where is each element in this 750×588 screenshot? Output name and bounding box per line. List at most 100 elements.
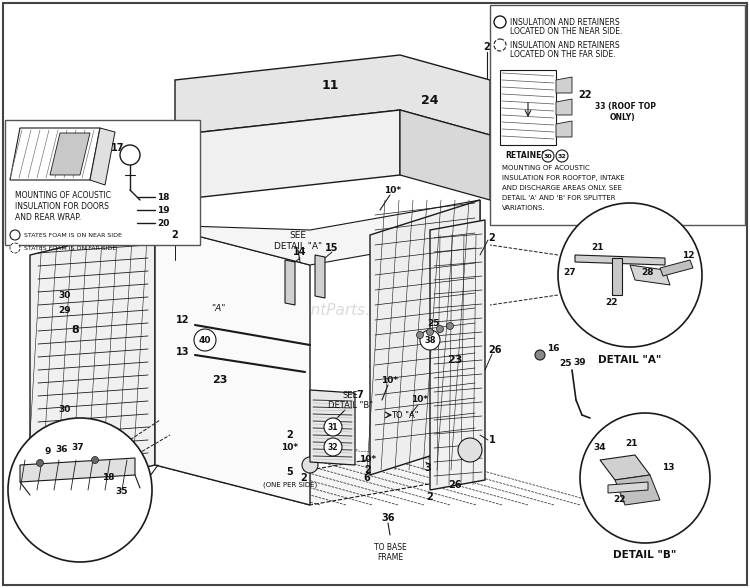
Text: 18: 18: [102, 473, 114, 483]
Polygon shape: [10, 128, 100, 180]
Text: 13: 13: [662, 463, 674, 473]
Text: 34: 34: [594, 443, 606, 452]
Circle shape: [120, 145, 140, 165]
Polygon shape: [660, 260, 693, 276]
Circle shape: [556, 150, 568, 162]
Text: ONLY): ONLY): [610, 112, 635, 122]
Text: 19: 19: [157, 205, 170, 215]
Circle shape: [420, 330, 440, 350]
Text: 36: 36: [56, 446, 68, 455]
Text: 5: 5: [286, 467, 293, 477]
Text: 29: 29: [58, 306, 71, 315]
Circle shape: [324, 418, 342, 436]
Text: 30: 30: [58, 290, 71, 299]
Circle shape: [580, 413, 710, 543]
Circle shape: [542, 150, 554, 162]
Polygon shape: [30, 225, 155, 495]
Text: 37: 37: [72, 443, 84, 453]
Text: DETAIL "A": DETAIL "A": [274, 242, 322, 250]
Text: 24: 24: [422, 93, 439, 106]
Circle shape: [458, 438, 482, 462]
Circle shape: [10, 243, 20, 253]
Text: 28: 28: [642, 268, 654, 276]
Text: TO "A": TO "A": [392, 410, 418, 419]
Text: 2: 2: [301, 473, 307, 483]
Text: LOCATED ON THE FAR SIDE.: LOCATED ON THE FAR SIDE.: [510, 49, 616, 58]
Text: 30: 30: [58, 406, 71, 415]
Text: 18: 18: [157, 192, 170, 202]
Text: 3: 3: [424, 463, 431, 473]
Text: 10*: 10*: [412, 396, 428, 405]
Text: 10*: 10*: [281, 443, 298, 452]
Text: 8: 8: [71, 325, 79, 335]
Text: 16: 16: [547, 343, 560, 352]
Circle shape: [558, 203, 702, 347]
Circle shape: [446, 322, 454, 329]
Circle shape: [494, 16, 506, 28]
Polygon shape: [90, 128, 115, 185]
Text: 10*: 10*: [359, 456, 376, 465]
Text: 10*: 10*: [382, 376, 398, 385]
Text: DETAIL "B": DETAIL "B": [328, 402, 373, 410]
Text: 30: 30: [544, 153, 552, 159]
Text: VARIATIONS.: VARIATIONS.: [502, 205, 545, 211]
Polygon shape: [315, 255, 325, 298]
Circle shape: [436, 326, 443, 332]
Circle shape: [8, 418, 152, 562]
Polygon shape: [556, 99, 572, 115]
Polygon shape: [630, 265, 670, 285]
Text: TO BASE: TO BASE: [374, 543, 406, 553]
Circle shape: [324, 438, 342, 456]
Text: 40: 40: [199, 336, 211, 345]
Text: 22: 22: [614, 496, 626, 505]
Text: 23: 23: [212, 375, 228, 385]
Polygon shape: [285, 260, 295, 305]
Polygon shape: [615, 475, 660, 505]
Polygon shape: [500, 70, 556, 145]
Text: 2: 2: [484, 42, 490, 52]
Text: 29: 29: [58, 420, 71, 429]
Polygon shape: [155, 430, 480, 505]
Text: 21: 21: [592, 242, 604, 252]
Circle shape: [10, 230, 20, 240]
Text: 35: 35: [116, 487, 128, 496]
Polygon shape: [612, 258, 622, 295]
Text: 15: 15: [326, 243, 339, 253]
Text: STATES FOAM IS ON NEAR SIDE: STATES FOAM IS ON NEAR SIDE: [24, 232, 122, 238]
Text: STATES FOAM IS ON FAR SIDE: STATES FOAM IS ON FAR SIDE: [24, 246, 116, 250]
Text: 13: 13: [176, 347, 190, 357]
Circle shape: [302, 457, 318, 473]
Text: 33 (ROOF TOP: 33 (ROOF TOP: [595, 102, 656, 111]
Text: MOUNTING OF ACOUSTIC: MOUNTING OF ACOUSTIC: [15, 191, 111, 199]
Text: 2: 2: [364, 465, 371, 475]
Text: 22: 22: [606, 298, 618, 306]
Polygon shape: [310, 390, 355, 465]
Circle shape: [325, 415, 335, 425]
Text: 32: 32: [557, 153, 566, 159]
Text: 20: 20: [157, 219, 170, 228]
Text: 39: 39: [574, 358, 586, 366]
Polygon shape: [600, 455, 650, 480]
Text: 2: 2: [172, 230, 178, 240]
Text: INSULATION AND RETAINERS: INSULATION AND RETAINERS: [510, 41, 620, 49]
Text: 11: 11: [321, 79, 339, 92]
Text: FRAME: FRAME: [377, 553, 403, 563]
Polygon shape: [608, 482, 648, 493]
Polygon shape: [370, 200, 480, 475]
Text: MOUNTING OF ACOUSTIC: MOUNTING OF ACOUSTIC: [502, 165, 590, 171]
Polygon shape: [556, 121, 572, 137]
Text: 2: 2: [286, 430, 293, 440]
Text: INSULATION AND RETAINERS: INSULATION AND RETAINERS: [510, 18, 620, 26]
Text: 26: 26: [448, 480, 462, 490]
Circle shape: [92, 456, 98, 463]
Polygon shape: [490, 5, 745, 225]
Polygon shape: [155, 225, 310, 505]
Polygon shape: [175, 55, 490, 135]
Text: 22: 22: [578, 90, 592, 100]
Text: 17: 17: [111, 143, 125, 153]
Text: 14: 14: [293, 247, 307, 257]
Polygon shape: [20, 458, 135, 482]
Polygon shape: [5, 120, 200, 245]
Text: 7: 7: [357, 390, 364, 400]
Text: 27: 27: [564, 268, 576, 276]
